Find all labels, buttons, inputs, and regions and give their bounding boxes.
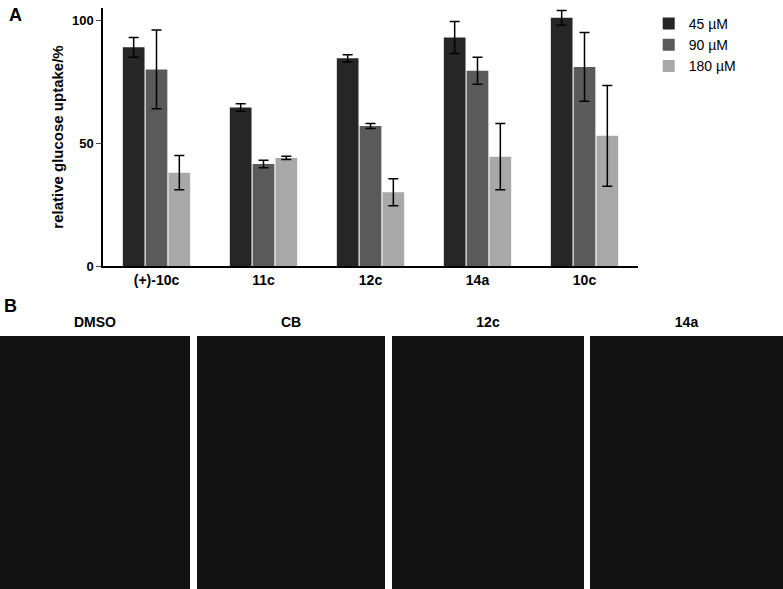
svg-text:(+)-10c: (+)-10c (134, 272, 180, 288)
svg-text:12c: 12c (359, 272, 383, 288)
svg-text:0: 0 (86, 259, 93, 274)
svg-text:14a: 14a (466, 272, 490, 288)
svg-text:45 µM: 45 µM (689, 16, 728, 32)
svg-text:100: 100 (72, 13, 94, 28)
html-text:12c: 12c (476, 314, 500, 330)
html-text:CB: CB (280, 314, 302, 330)
svg-text:10c: 10c (573, 272, 597, 288)
svg-text:180 µM: 180 µM (689, 58, 736, 74)
html-text:DMSO: DMSO (74, 314, 116, 330)
html-text:B: B (4, 296, 17, 316)
svg-text:A: A (9, 5, 22, 25)
html-text:14a: 14a (674, 314, 699, 330)
svg-text:relative glucose uptake/%: relative glucose uptake/% (49, 45, 66, 228)
svg-text:90 µM: 90 µM (689, 37, 728, 53)
svg-text:50: 50 (79, 136, 93, 151)
svg-text:11c: 11c (252, 272, 275, 288)
